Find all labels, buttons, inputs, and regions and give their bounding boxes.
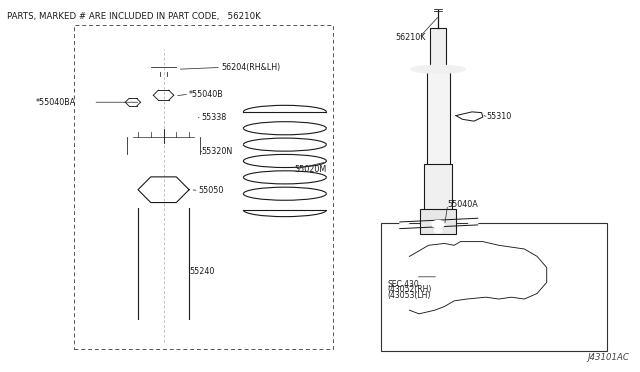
Text: PARTS, MARKED # ARE INCLUDED IN PART CODE,   56210K: PARTS, MARKED # ARE INCLUDED IN PART COD… — [7, 12, 261, 21]
Text: *55040B: *55040B — [189, 90, 224, 99]
Text: 55338: 55338 — [202, 113, 227, 122]
Text: (43053(LH): (43053(LH) — [387, 291, 431, 300]
Text: 55050: 55050 — [198, 186, 224, 195]
Text: *55040BA: *55040BA — [36, 98, 76, 107]
Text: 55040A: 55040A — [448, 200, 479, 209]
Circle shape — [399, 225, 410, 231]
Text: 55310: 55310 — [486, 112, 511, 121]
Text: 55240: 55240 — [189, 267, 214, 276]
Circle shape — [467, 216, 479, 222]
Text: (43052(RH): (43052(RH) — [387, 285, 431, 294]
Text: 55320N: 55320N — [202, 147, 233, 156]
FancyBboxPatch shape — [427, 69, 450, 166]
Text: 56210K: 56210K — [396, 33, 426, 42]
Circle shape — [399, 218, 410, 225]
Circle shape — [435, 228, 442, 233]
Text: J43101AC: J43101AC — [588, 353, 630, 362]
Ellipse shape — [411, 65, 465, 73]
Text: 56204(RH&LH): 56204(RH&LH) — [221, 63, 280, 72]
Circle shape — [432, 221, 445, 228]
FancyBboxPatch shape — [420, 209, 456, 234]
Circle shape — [467, 222, 479, 229]
Text: 55020M: 55020M — [294, 165, 326, 174]
FancyBboxPatch shape — [424, 164, 452, 212]
Text: SEC.430: SEC.430 — [387, 280, 419, 289]
FancyBboxPatch shape — [431, 29, 446, 69]
